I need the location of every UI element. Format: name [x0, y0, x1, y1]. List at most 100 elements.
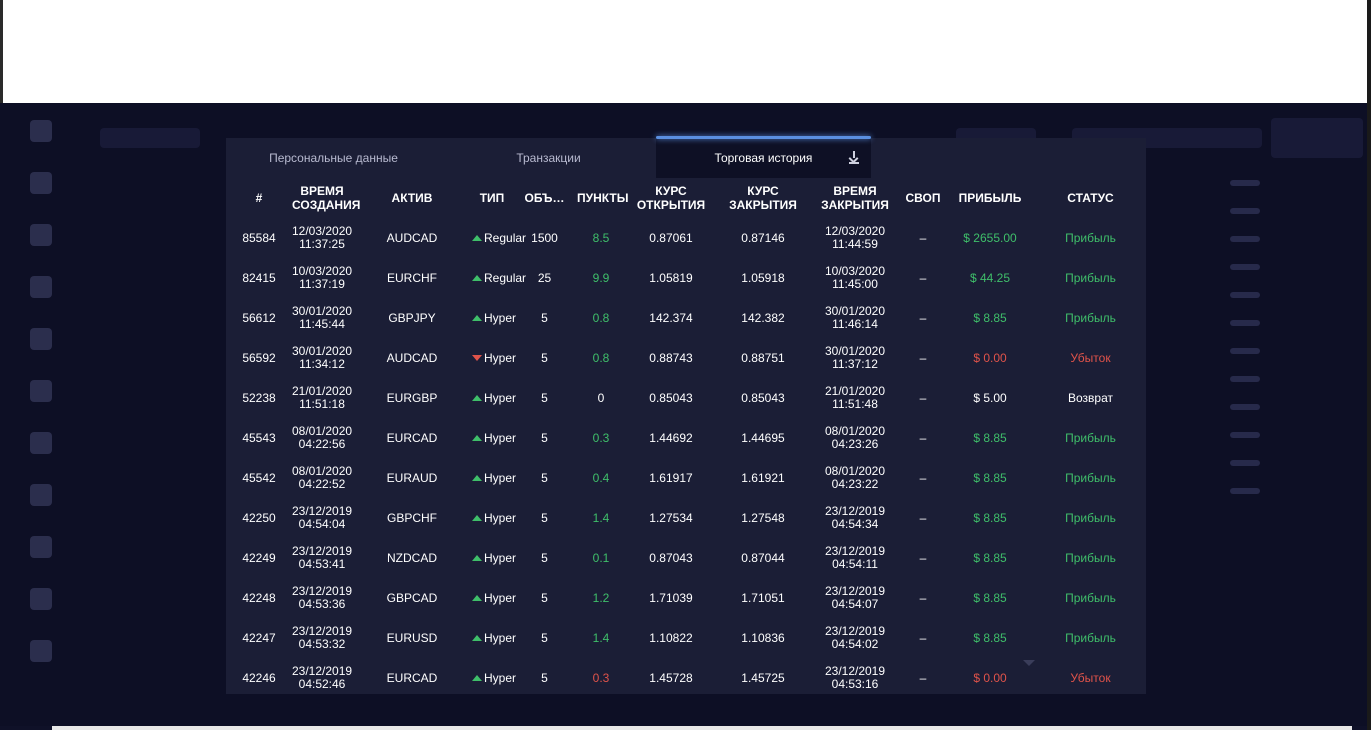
cell-status: Прибыль	[1065, 470, 1116, 485]
table-row[interactable]: 42247 23/12/2019 04:53:32 EURUSD Hyper 5 1.4 1.…	[226, 618, 1146, 658]
tab-trading-history[interactable]: Торговая история	[656, 136, 871, 178]
cell-profit: $ 44.25	[969, 270, 1011, 285]
cell-closed: 23/12/2019 04:54:11	[809, 538, 901, 578]
cell-swap: –	[919, 630, 927, 645]
col-header-volume[interactable]: ОБЪ…	[524, 191, 565, 205]
cell-closed: 23/12/2019 04:53:16	[809, 658, 901, 698]
table-row[interactable]: 45543 08/01/2020 04:22:56 EURCAD Hyper 5 0.3 1.…	[226, 418, 1146, 458]
cell-points: 0.1	[592, 550, 610, 565]
cell-closed-time: 04:54:34	[831, 517, 879, 531]
cell-created: 12/03/2020 11:37:25	[292, 218, 352, 258]
table-row[interactable]: 85584 12/03/2020 11:37:25 AUDCAD Regular 1500…	[226, 218, 1146, 258]
cell-volume: 5	[541, 430, 548, 445]
cell-created-date: 10/03/2020	[292, 264, 353, 278]
col-header-close-rate[interactable]: КУРС ЗАКРЫТИЯ	[729, 184, 797, 212]
cell-status: Убыток	[1070, 670, 1111, 685]
cell-swap: –	[919, 670, 927, 685]
cell-profit: $ 5.00	[973, 390, 1007, 405]
tab-transactions[interactable]: Транзакции	[516, 151, 581, 165]
cell-closed-date: 23/12/2019	[824, 544, 886, 558]
col-header-closed[interactable]: ВРЕМЯ ЗАКРЫТИЯ	[821, 184, 889, 212]
cell-created-time: 04:54:04	[298, 517, 346, 531]
cell-volume: 25	[537, 270, 552, 285]
cell-closed-date: 21/01/2020	[824, 384, 886, 398]
cell-status: Прибыль	[1065, 230, 1116, 245]
cell-status: Убыток	[1070, 350, 1111, 365]
col-header-profit[interactable]: ПРИБЫЛЬ	[958, 191, 1022, 205]
table-row[interactable]: 52238 21/01/2020 11:51:18 EURGBP Hyper 5 0 0.85…	[226, 378, 1146, 418]
cell-created: 30/01/2020 11:34:12	[292, 338, 352, 378]
col-header-points[interactable]: ПУНКТЫ	[577, 191, 629, 205]
type-label: Hyper	[484, 430, 517, 445]
table-row[interactable]: 42246 23/12/2019 04:52:46 EURCAD Hyper 5 0.3 1.…	[226, 658, 1146, 698]
table-row[interactable]: 42250 23/12/2019 04:54:04 GBPCHF Hyper 5 1.4 1.…	[226, 498, 1146, 538]
cell-created: 23/12/2019 04:52:46	[292, 658, 352, 698]
cell-swap: –	[919, 590, 927, 605]
col-header-status[interactable]: СТАТУС	[1067, 191, 1114, 205]
cell-closed: 21/01/2020 11:51:48	[809, 378, 901, 418]
cell-closed-time: 11:44:59	[832, 237, 878, 251]
triangle-up-icon	[472, 675, 482, 682]
cell-asset: GBPCAD	[386, 590, 438, 605]
cell-created-time: 11:51:18	[299, 397, 345, 411]
col-header-swap[interactable]: СВОП	[905, 191, 941, 205]
cell-swap: –	[919, 550, 927, 565]
dimmed-left-rail	[20, 120, 70, 662]
cell-swap: –	[919, 310, 927, 325]
tab-personal-data[interactable]: Персональные данные	[269, 151, 398, 165]
type-label: Hyper	[484, 510, 517, 525]
cell-created-time: 11:37:19	[299, 277, 345, 291]
table-row[interactable]: 82415 10/03/2020 11:37:19 EURCHF Regular 25 9.…	[226, 258, 1146, 298]
triangle-down-icon	[472, 355, 482, 362]
triangle-up-icon	[472, 595, 482, 602]
col-header-created[interactable]: ВРЕМЯ СОЗДАНИЯ	[292, 184, 361, 212]
table-row[interactable]: 56592 30/01/2020 11:34:12 AUDCAD Hyper 5 0.8 0.…	[226, 338, 1146, 378]
cell-closed-date: 30/01/2020	[824, 304, 886, 318]
cell-volume: 5	[541, 630, 548, 645]
cell-closed-time: 11:37:12	[832, 357, 878, 371]
cell-closed-date: 10/03/2020	[824, 264, 886, 278]
cell-closed-time: 04:54:07	[831, 597, 879, 611]
cell-type: Regular	[472, 258, 526, 298]
cell-asset: AUDCAD	[386, 350, 438, 365]
cell-asset: EURCAD	[386, 430, 438, 445]
cell-swap: –	[919, 510, 927, 525]
cell-created-date: 08/01/2020	[292, 464, 353, 478]
table-row[interactable]: 42248 23/12/2019 04:53:36 GBPCAD Hyper 5 1.2 1.…	[226, 578, 1146, 618]
cell-id: 42249	[242, 550, 276, 565]
cell-created: 23/12/2019 04:54:04	[292, 498, 352, 538]
cell-type: Hyper	[472, 298, 516, 338]
col-header-type[interactable]: ТИП	[479, 191, 505, 205]
col-header-open-rate[interactable]: КУРС ОТКРЫТИЯ	[636, 184, 706, 212]
cell-swap: –	[919, 470, 927, 485]
dimmed-topbar-item	[100, 128, 200, 148]
table-row[interactable]: 42249 23/12/2019 04:53:41 NZDCAD Hyper 5 0.1 0.…	[226, 538, 1146, 578]
cell-profit: $ 8.85	[973, 590, 1007, 605]
cell-volume: 5	[541, 310, 548, 325]
type-label: Regular	[484, 270, 527, 285]
cell-created-time: 04:53:32	[298, 637, 346, 651]
cell-created-date: 23/12/2019	[292, 624, 353, 638]
cell-closed-time: 04:23:22	[831, 477, 879, 491]
download-icon[interactable]	[849, 151, 859, 164]
cell-swap: –	[919, 390, 927, 405]
cell-closed-date: 08/01/2020	[824, 464, 886, 478]
cell-close-rate: 1.44695	[741, 430, 785, 445]
type-label: Hyper	[484, 550, 517, 565]
cell-created-time: 04:52:46	[298, 677, 346, 691]
scroll-down-icon[interactable]	[1023, 660, 1035, 666]
cell-open-rate: 1.10822	[649, 630, 693, 645]
cell-open-rate: 1.05819	[649, 270, 693, 285]
table-row[interactable]: 56612 30/01/2020 11:45:44 GBPJPY Hyper 5 0.8 14…	[226, 298, 1146, 338]
cell-open-rate: 0.87061	[649, 230, 693, 245]
table-row[interactable]: 45542 08/01/2020 04:22:52 EURAUD Hyper 5 0.4 1.…	[226, 458, 1146, 498]
cell-points: 9.9	[592, 270, 610, 285]
cell-id: 56612	[242, 310, 276, 325]
col-header-id[interactable]: #	[255, 191, 263, 205]
col-header-asset[interactable]: АКТИВ	[391, 191, 433, 205]
type-wrap: Hyper	[472, 631, 516, 645]
cell-closed: 08/01/2020 04:23:26	[809, 418, 901, 458]
cell-volume: 5	[541, 510, 548, 525]
cell-close-rate: 0.87044	[741, 550, 785, 565]
dimmed-right-panel	[1230, 180, 1360, 580]
